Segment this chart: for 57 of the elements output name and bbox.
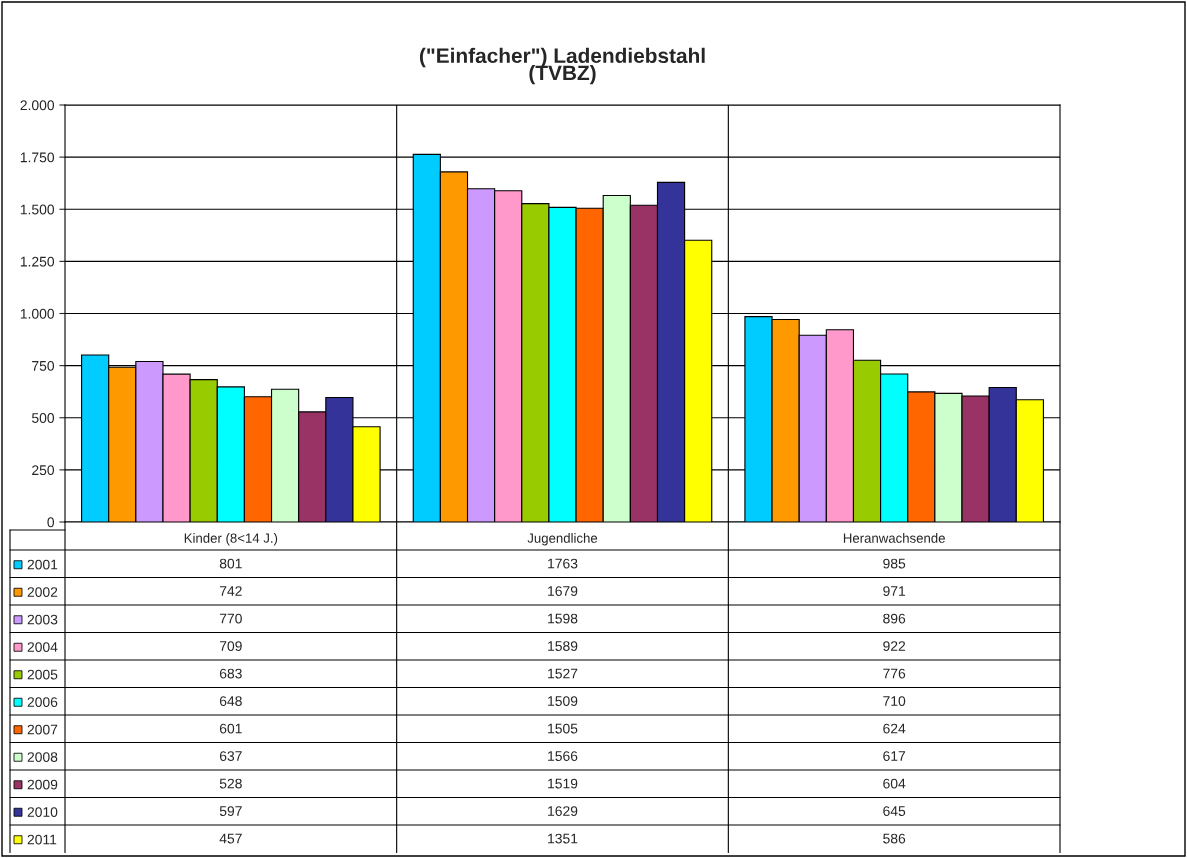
y-tick-label: 750 — [32, 360, 55, 371]
legend-label: 2010 — [27, 807, 58, 817]
y-tick-label: 1.000 — [20, 308, 55, 319]
data-label: 896 — [883, 613, 906, 624]
data-label: 528 — [219, 778, 242, 789]
data-label: 971 — [883, 586, 906, 596]
legend-label: 2006 — [27, 697, 58, 707]
legend-label: 2005 — [27, 669, 58, 680]
data-label: 601 — [219, 723, 242, 734]
data-label: 1519 — [548, 778, 578, 789]
legend-label: 2001 — [27, 559, 58, 570]
y-tick-label: 1.750 — [20, 152, 55, 163]
data-label: 710 — [883, 696, 906, 706]
y-tick-label: 500 — [31, 413, 55, 423]
chart-title: ("Einfacher") Ladendiebstahl (TVBZ) — [419, 47, 705, 85]
data-label: 985 — [883, 558, 906, 569]
data-label: 770 — [219, 613, 242, 624]
data-label: 1679 — [548, 586, 578, 596]
data-label: 1505 — [548, 723, 578, 734]
data-label: 1589 — [548, 641, 578, 651]
data-label: 645 — [883, 806, 906, 816]
data-label: 597 — [219, 806, 242, 816]
data-label: 1351 — [548, 833, 578, 844]
data-label: 1598 — [548, 613, 578, 624]
legend-label: 2007 — [27, 724, 58, 735]
legend-label: 2004 — [27, 642, 58, 652]
data-label: 709 — [219, 641, 242, 651]
legend-label: 2008 — [27, 752, 58, 762]
legend-label: 2003 — [27, 614, 58, 625]
data-label: 742 — [219, 586, 242, 596]
y-tick-label: 250 — [32, 465, 55, 476]
data-label: 1509 — [548, 696, 578, 706]
data-label: 637 — [219, 751, 242, 761]
data-label: 776 — [883, 668, 906, 679]
x-tick-label: Kinder (8<14 J.) — [184, 533, 278, 546]
data-label: 922 — [883, 641, 906, 651]
x-tick-label: Heranwachsende — [843, 533, 945, 543]
y-tick-label: 1.500 — [20, 204, 55, 215]
data-label: 1566 — [548, 751, 578, 761]
data-label: 648 — [219, 696, 242, 706]
x-tick-label: Jugendliche — [527, 533, 598, 546]
data-label: 586 — [883, 833, 906, 844]
data-label: 617 — [883, 751, 906, 761]
data-label: 604 — [883, 778, 906, 789]
data-label: 1763 — [548, 558, 578, 569]
data-label: 683 — [219, 668, 242, 679]
y-tick-label: 1.250 — [20, 256, 55, 267]
data-label: 1629 — [548, 806, 578, 816]
y-tick-label: 2.000 — [20, 100, 55, 111]
legend-label: 2002 — [27, 587, 58, 597]
data-label: 457 — [219, 833, 242, 844]
legend-label: 2011 — [27, 834, 57, 845]
legend-label: 2009 — [27, 779, 58, 790]
data-label: 1527 — [548, 668, 578, 679]
data-label: 801 — [219, 558, 242, 569]
y-tick-label: 0 — [47, 517, 55, 528]
data-label: 624 — [883, 723, 906, 734]
